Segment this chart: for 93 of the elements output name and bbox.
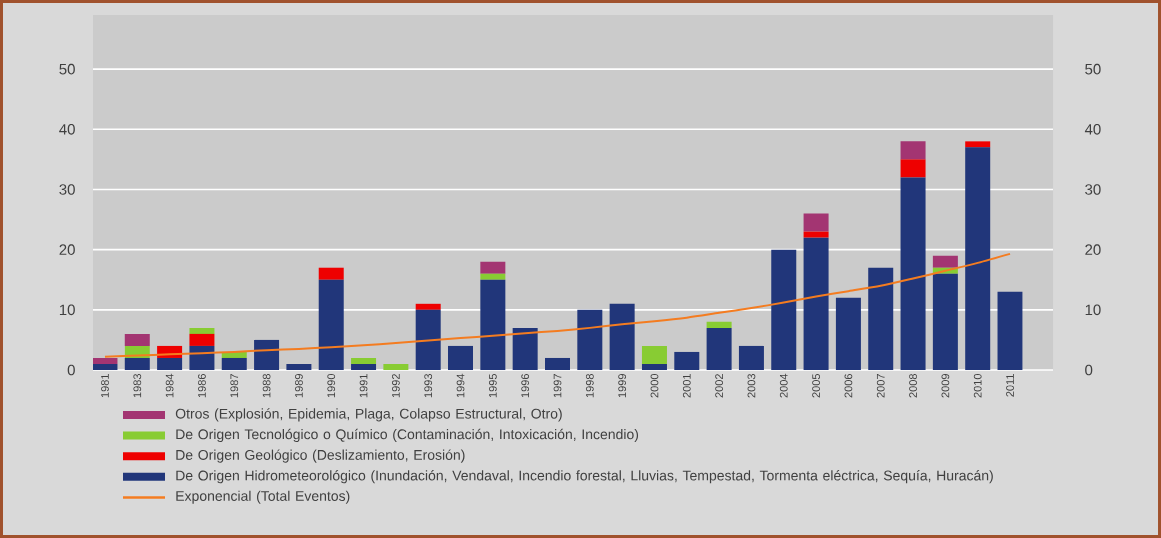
- x-tick-label: 2001: [682, 374, 691, 398]
- x-tick-label: 2000: [650, 373, 659, 398]
- bar: [544, 357, 570, 370]
- bar: [124, 333, 150, 346]
- bar: [609, 303, 635, 370]
- x-tick-label: 1993: [424, 374, 433, 398]
- x-tick-label: 1998: [585, 374, 594, 398]
- bar: [415, 309, 441, 370]
- x-tick-label: 1999: [618, 374, 627, 398]
- legend-label: Exponencial (Total Eventos): [176, 490, 350, 504]
- y-tick-label: 30: [59, 184, 75, 195]
- bar: [706, 321, 732, 328]
- bar: [674, 351, 700, 370]
- bar: [900, 177, 926, 370]
- x-tick-label: 1988: [262, 374, 271, 398]
- bar: [351, 357, 377, 364]
- bar: [286, 363, 312, 370]
- y2-tick-label: 30: [1085, 184, 1101, 195]
- y2-tick-label: 50: [1085, 63, 1101, 75]
- x-tick-label: 2002: [715, 374, 724, 398]
- x-tick-label: 2005: [812, 374, 820, 398]
- x-tick-label: 2008: [909, 374, 917, 398]
- bar: [803, 213, 829, 232]
- x-tick-label: 2011: [1006, 374, 1014, 397]
- y2-tick-label: 20: [1085, 244, 1101, 255]
- bar: [415, 303, 441, 310]
- bar: [480, 279, 506, 370]
- bar: [641, 345, 667, 364]
- x-tick-label: 1987: [230, 374, 239, 398]
- y-tick-label: 20: [59, 244, 75, 255]
- legend-label: Otros (Explosión, Epidemia, Plaga, Colapso Estructural, Otro): [175, 408, 562, 422]
- bar: [577, 309, 603, 370]
- bar: [932, 273, 958, 370]
- bar: [480, 273, 506, 280]
- x-tick-label: 1984: [165, 373, 174, 398]
- y2-tick-label: 10: [1085, 304, 1101, 316]
- x-tick-label: 2007: [876, 374, 885, 398]
- x-tick-label: 1981: [101, 374, 109, 398]
- x-tick-label: 2009: [941, 374, 950, 398]
- y-tick-label: 40: [59, 124, 75, 135]
- y2-tick-label: 40: [1084, 124, 1101, 135]
- legend-label: De Origen Tecnológico o Químico (Contaminación, Intoxicación, Incendio): [176, 428, 639, 443]
- bar: [900, 141, 926, 160]
- x-tick-label: 1992: [391, 374, 400, 398]
- x-tick-label: 1986: [198, 374, 206, 398]
- legend-label: De Origen Hidrometeorológico (Inundación, Vendaval, Incendio forestal, Lluvias, Tempestad, Tormenta eléctrica, Sequía, Huracán): [176, 470, 993, 484]
- y-tick-label: 0: [67, 364, 75, 376]
- bar: [93, 363, 118, 370]
- bar: [383, 363, 409, 370]
- x-tick-label: 1996: [521, 374, 530, 398]
- bar: [189, 327, 215, 334]
- bar: [965, 147, 991, 370]
- bar: [771, 249, 797, 370]
- x-tick-label: 1994: [456, 373, 465, 398]
- line-series: [103, 252, 1012, 358]
- bar: [641, 363, 667, 370]
- bar: [706, 327, 732, 370]
- bar: [157, 357, 183, 370]
- bar: [965, 141, 991, 148]
- bar: [738, 345, 764, 370]
- x-tick-label: 2006: [844, 374, 853, 398]
- x-tick-label: 2003: [747, 374, 756, 398]
- y-tick-label: 10: [59, 304, 75, 316]
- bar: [254, 339, 280, 370]
- x-tick-label: 2010: [973, 373, 982, 398]
- bar: [997, 291, 1023, 370]
- bar: [803, 237, 829, 370]
- bar: [189, 333, 215, 346]
- bar: [900, 159, 926, 178]
- y-tick-label: 50: [59, 63, 75, 75]
- bar: [803, 231, 829, 238]
- x-tick-label: 1995: [488, 374, 497, 398]
- x-tick-label: 1983: [133, 374, 142, 398]
- x-tick-label: 2004: [779, 373, 788, 398]
- bar: [189, 345, 215, 370]
- bar: [868, 267, 894, 370]
- x-tick-label: 1990: [327, 373, 336, 398]
- y2-tick-label: 0: [1085, 364, 1093, 376]
- bar: [480, 261, 506, 274]
- bar: [448, 345, 474, 370]
- bar: [835, 297, 861, 370]
- bar: [351, 363, 377, 370]
- legend-label: De Origen Geológico (Deslizamiento, Erosión): [176, 449, 465, 463]
- bar: [221, 357, 247, 370]
- x-tick-label: 1989: [295, 374, 303, 398]
- x-tick-label: 1991: [359, 374, 368, 398]
- bar: [318, 267, 344, 280]
- bar: [318, 279, 344, 370]
- bar: [932, 255, 958, 268]
- bar: [512, 327, 538, 370]
- bar: [124, 357, 150, 370]
- bar: [93, 357, 118, 364]
- x-tick-label: 1997: [553, 374, 562, 398]
